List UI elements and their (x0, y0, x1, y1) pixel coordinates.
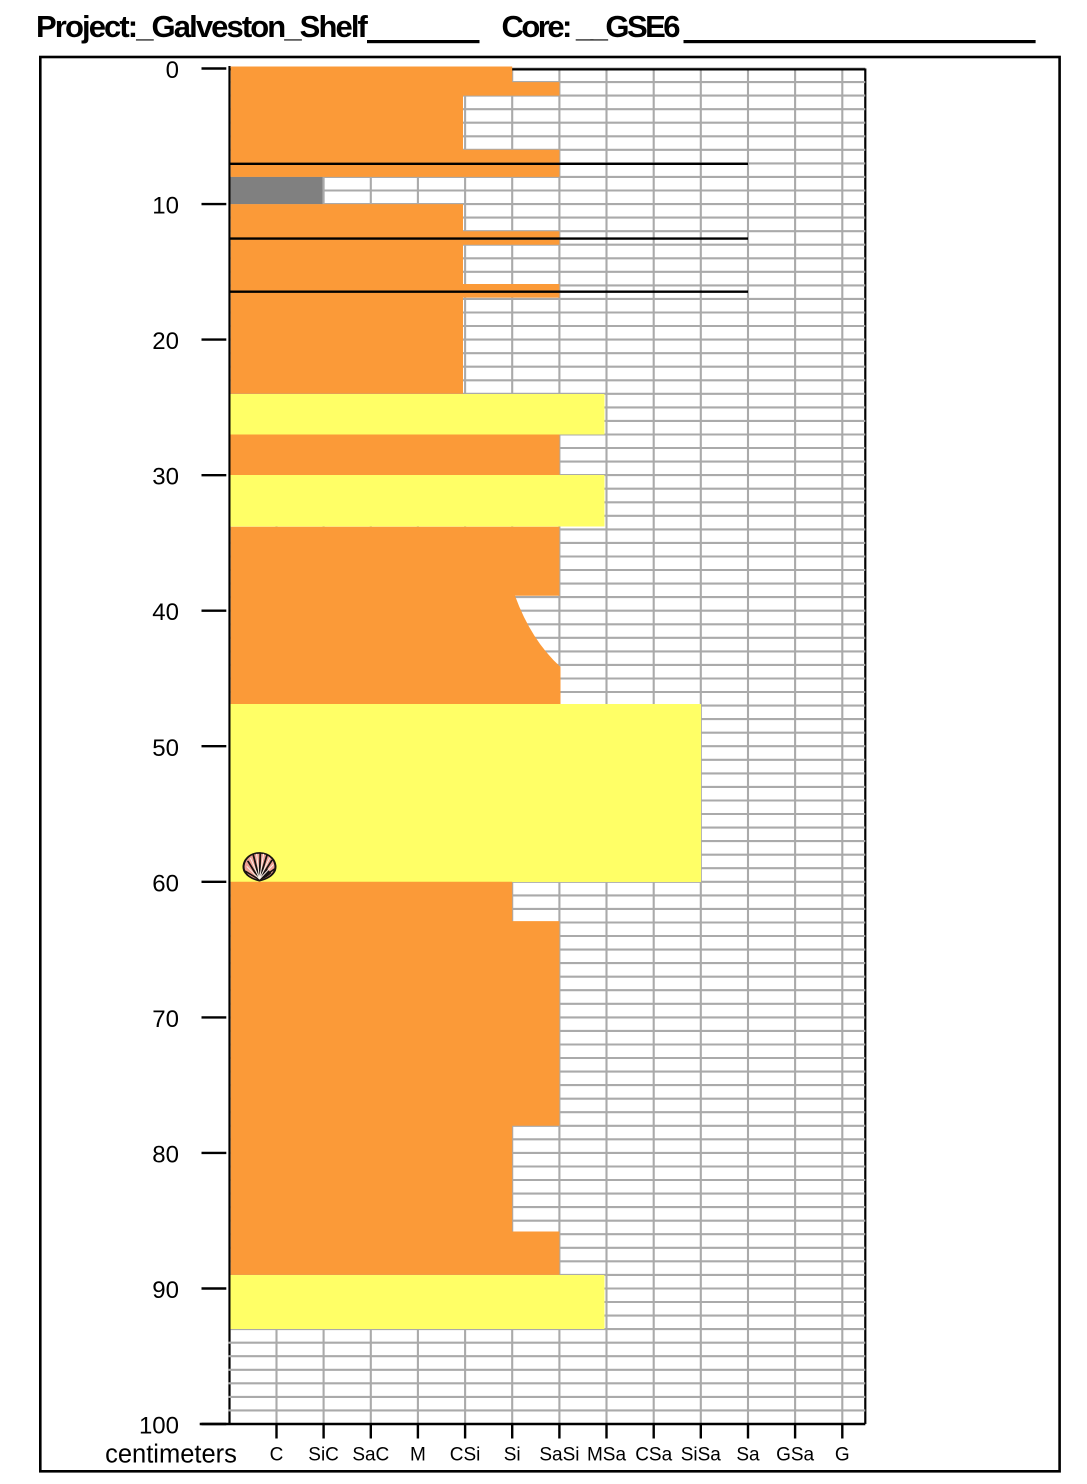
svg-text:90: 90 (152, 1277, 179, 1304)
svg-text:Sa: Sa (736, 1445, 760, 1466)
svg-text:G: G (835, 1445, 850, 1466)
svg-text:SaC: SaC (352, 1445, 389, 1466)
svg-text:CSi: CSi (450, 1445, 481, 1466)
svg-text:80: 80 (152, 1141, 179, 1168)
svg-text:centimeters: centimeters (105, 1441, 237, 1469)
svg-text:GSa: GSa (776, 1445, 814, 1466)
svg-text:50: 50 (152, 735, 179, 762)
svg-text:40: 40 (152, 599, 179, 626)
svg-text:100: 100 (139, 1413, 179, 1440)
svg-text:60: 60 (152, 870, 179, 897)
svg-text:70: 70 (152, 1006, 179, 1033)
svg-text:0: 0 (166, 57, 179, 84)
svg-text:30: 30 (152, 464, 179, 491)
svg-text:10: 10 (152, 193, 179, 220)
svg-text:M: M (410, 1445, 426, 1466)
svg-text:SiC: SiC (308, 1445, 339, 1466)
svg-text:CSa: CSa (635, 1445, 672, 1466)
svg-text:Core: __GSE6: Core: __GSE6 (502, 9, 681, 44)
svg-text:C: C (270, 1445, 284, 1466)
svg-text:20: 20 (152, 328, 179, 355)
svg-text:Project:_Galveston_Shelf: Project:_Galveston_Shelf (36, 9, 369, 44)
svg-text:Si: Si (504, 1445, 521, 1466)
svg-text:MSa: MSa (587, 1445, 627, 1466)
svg-text:SaSi: SaSi (539, 1445, 579, 1466)
svg-text:SiSa: SiSa (681, 1445, 722, 1466)
